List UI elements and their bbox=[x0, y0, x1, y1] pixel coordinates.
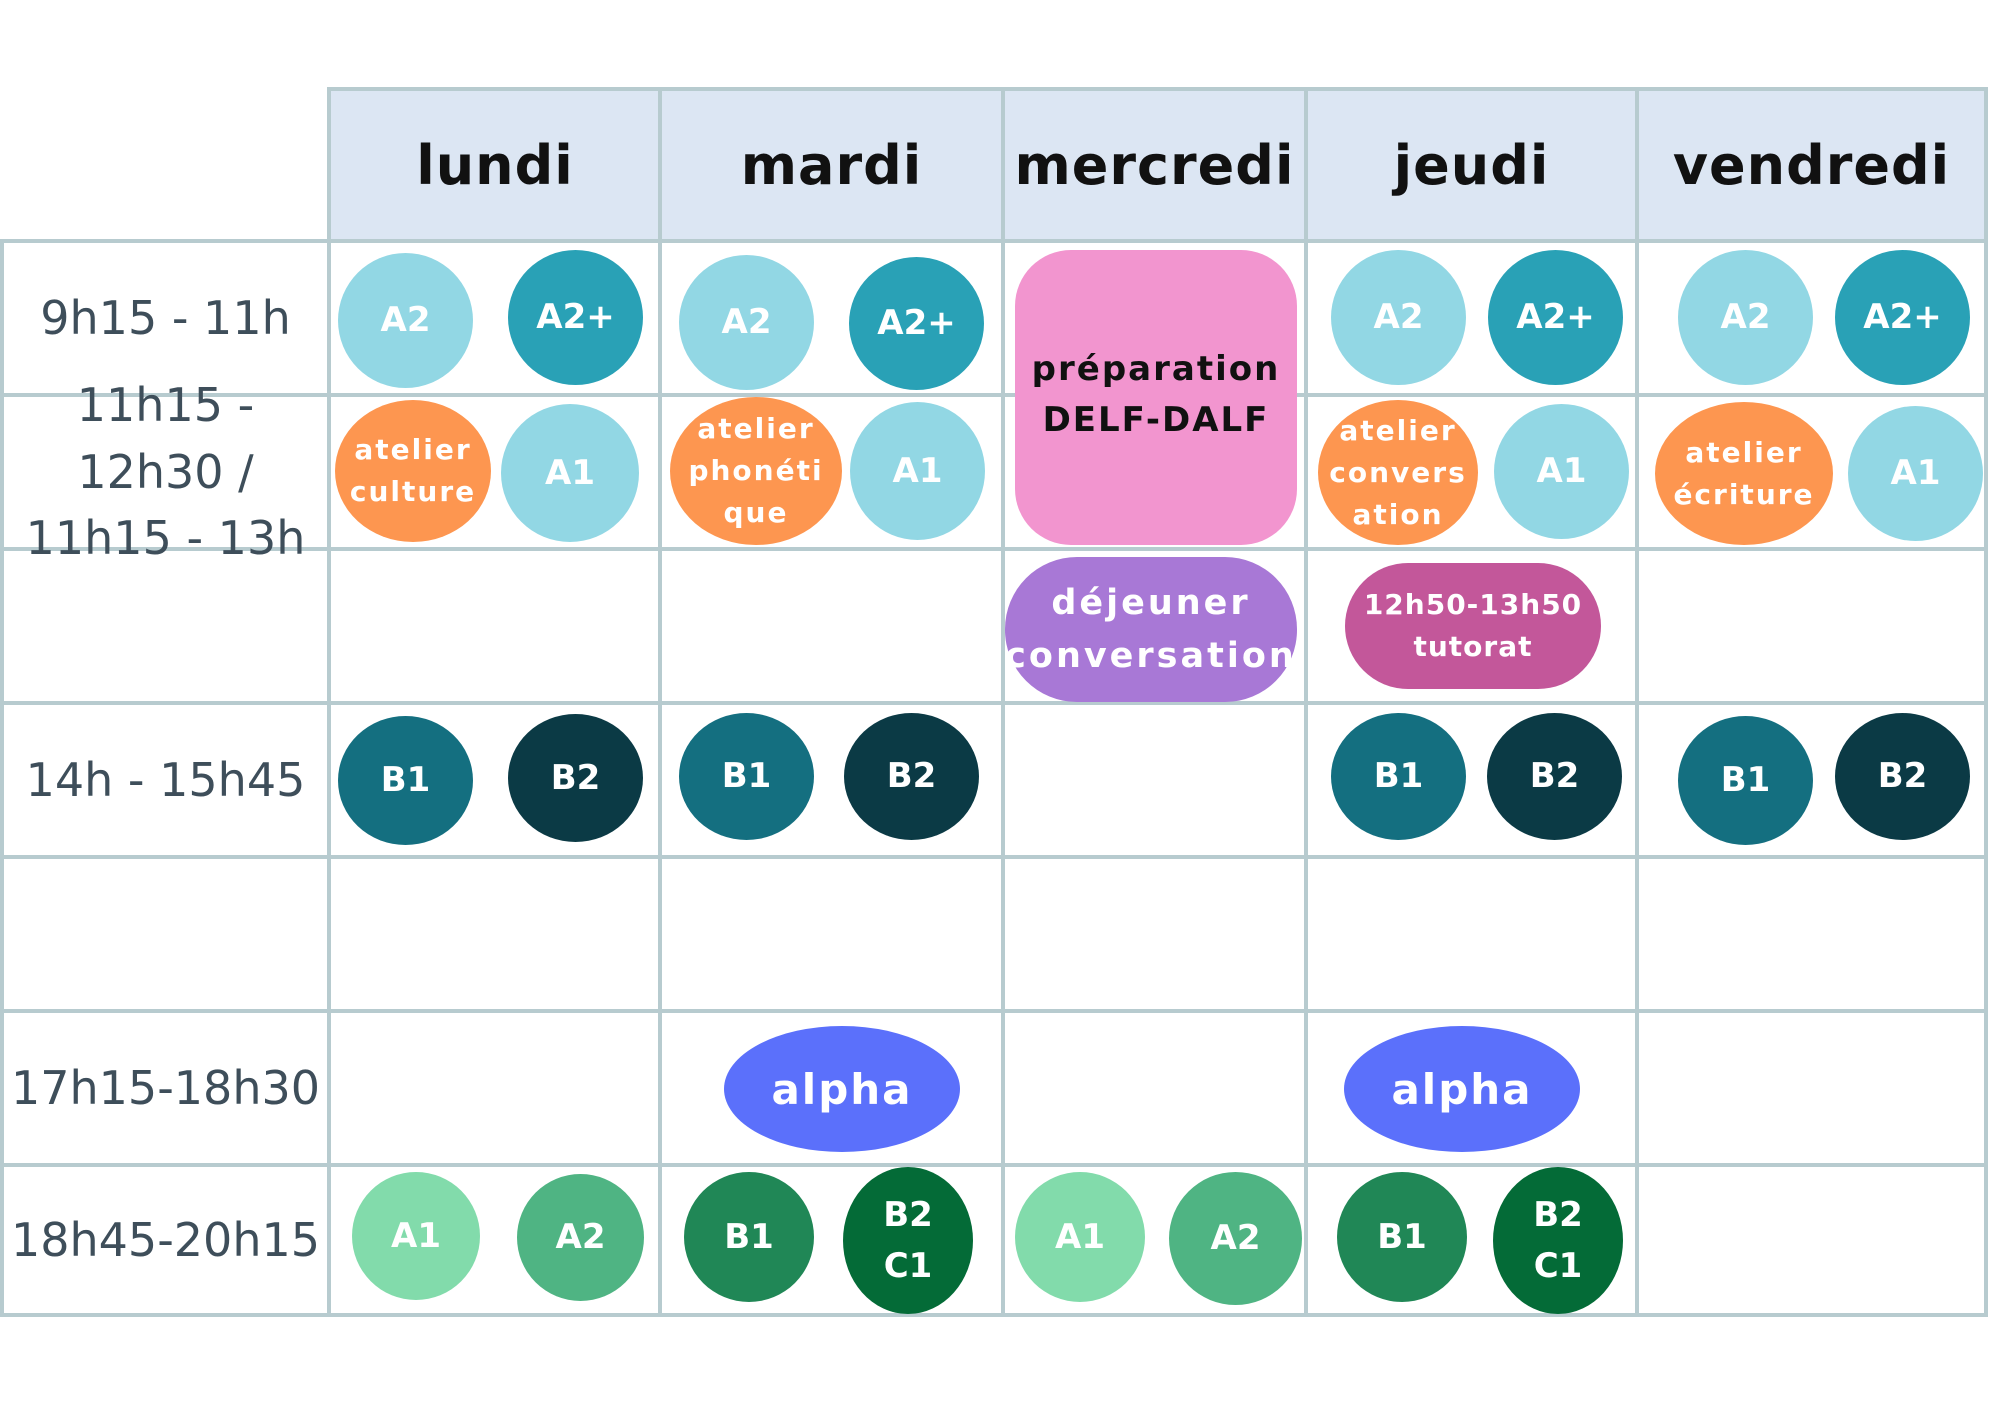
class-badge-b2[interactable]: B2 bbox=[508, 714, 643, 842]
class-badge-a2[interactable]: A2 bbox=[1331, 250, 1466, 385]
class-badge-b2[interactable]: B2 bbox=[1487, 713, 1622, 840]
grid-line bbox=[0, 239, 4, 1317]
workshop-badge-conversation[interactable]: atelier convers ation bbox=[1318, 400, 1478, 545]
header-jeudi: jeudi bbox=[1306, 89, 1637, 241]
class-badge-b2[interactable]: B2 bbox=[844, 713, 979, 840]
grid-line bbox=[328, 87, 1988, 91]
class-badge-a2[interactable]: A2 bbox=[1678, 250, 1813, 385]
class-badge-b1[interactable]: B1 bbox=[338, 716, 473, 845]
time-text: 17h15-18h30 bbox=[10, 1060, 321, 1115]
time-label: 17h15-18h30 bbox=[4, 1013, 327, 1163]
class-badge-a2plus[interactable]: A2+ bbox=[508, 250, 643, 385]
class-badge-b2-c1[interactable]: B2 C1 bbox=[843, 1167, 973, 1314]
time-label: 11h15 - 12h30 / 11h15 - 13h bbox=[0, 378, 331, 565]
time-label: 9h15 - 11h bbox=[4, 243, 327, 393]
grid-line bbox=[1001, 87, 1005, 1317]
class-badge-b2[interactable]: B2 bbox=[1835, 713, 1970, 840]
class-badge-b2-c1[interactable]: B2 C1 bbox=[1493, 1167, 1623, 1314]
day-label: mardi bbox=[740, 133, 923, 197]
time-label: 14h - 15h45 bbox=[4, 705, 327, 855]
lunch-conversation-badge[interactable]: déjeuner conversation bbox=[1005, 557, 1297, 702]
time-text: 14h - 15h45 bbox=[25, 752, 306, 807]
grid-line bbox=[0, 547, 1988, 551]
grid-line bbox=[0, 1313, 1988, 1317]
header-vendredi: vendredi bbox=[1637, 89, 1986, 241]
time-text: 9h15 - 11h bbox=[40, 290, 291, 345]
grid-line bbox=[327, 87, 331, 1317]
day-label: jeudi bbox=[1393, 133, 1550, 197]
grid-line bbox=[0, 1163, 1988, 1167]
grid-line bbox=[1984, 87, 1988, 1317]
class-badge-a1[interactable]: A1 bbox=[352, 1172, 480, 1300]
grid-line bbox=[1304, 87, 1308, 1317]
grid-line bbox=[1635, 87, 1639, 1317]
time-text: 11h15 - 12h30 / 11h15 - 13h bbox=[25, 377, 306, 566]
class-badge-b1[interactable]: B1 bbox=[684, 1172, 814, 1302]
workshop-badge-culture[interactable]: atelier culture bbox=[335, 400, 491, 542]
class-badge-a2plus[interactable]: A2+ bbox=[1488, 250, 1623, 385]
grid-line bbox=[0, 239, 1988, 243]
class-badge-b1[interactable]: B1 bbox=[679, 713, 814, 840]
grid-line bbox=[0, 393, 1988, 397]
day-label: vendredi bbox=[1672, 133, 1951, 197]
header-mercredi: mercredi bbox=[1003, 89, 1306, 241]
grid-line bbox=[658, 87, 662, 1317]
header-mardi: mardi bbox=[660, 89, 1003, 241]
time-text: 18h45-20h15 bbox=[10, 1212, 321, 1267]
class-badge-a1[interactable]: A1 bbox=[1015, 1172, 1145, 1302]
workshop-badge-ecriture[interactable]: atelier écriture bbox=[1655, 402, 1833, 545]
class-badge-a1[interactable]: A1 bbox=[850, 402, 985, 540]
class-badge-a2plus[interactable]: A2+ bbox=[849, 257, 984, 390]
day-label: lundi bbox=[416, 133, 574, 197]
alpha-badge[interactable]: alpha bbox=[1344, 1026, 1580, 1152]
class-badge-a2[interactable]: A2 bbox=[1169, 1172, 1302, 1305]
grid-line bbox=[0, 855, 1988, 859]
day-label: mercredi bbox=[1014, 133, 1295, 197]
tutoring-badge[interactable]: 12h50-13h50 tutorat bbox=[1345, 563, 1601, 689]
class-badge-a1[interactable]: A1 bbox=[1848, 406, 1983, 541]
class-badge-a2plus[interactable]: A2+ bbox=[1835, 250, 1970, 385]
grid-line bbox=[0, 701, 1988, 705]
prep-badge-delf-dalf[interactable]: préparation DELF-DALF bbox=[1015, 250, 1297, 545]
class-badge-b1[interactable]: B1 bbox=[1331, 713, 1466, 840]
class-badge-a2[interactable]: A2 bbox=[679, 255, 814, 390]
time-label: 18h45-20h15 bbox=[4, 1167, 327, 1313]
workshop-badge-phonetique[interactable]: atelier phonéti que bbox=[670, 397, 842, 545]
class-badge-a2[interactable]: A2 bbox=[338, 253, 473, 388]
class-badge-a1[interactable]: A1 bbox=[1494, 404, 1629, 539]
class-badge-a2[interactable]: A2 bbox=[517, 1174, 644, 1301]
header-lundi: lundi bbox=[330, 89, 660, 241]
class-badge-a1[interactable]: A1 bbox=[501, 404, 639, 542]
class-badge-b1[interactable]: B1 bbox=[1337, 1172, 1467, 1302]
grid-line bbox=[0, 1009, 1988, 1013]
alpha-badge[interactable]: alpha bbox=[724, 1026, 960, 1152]
class-badge-b1[interactable]: B1 bbox=[1678, 716, 1813, 845]
